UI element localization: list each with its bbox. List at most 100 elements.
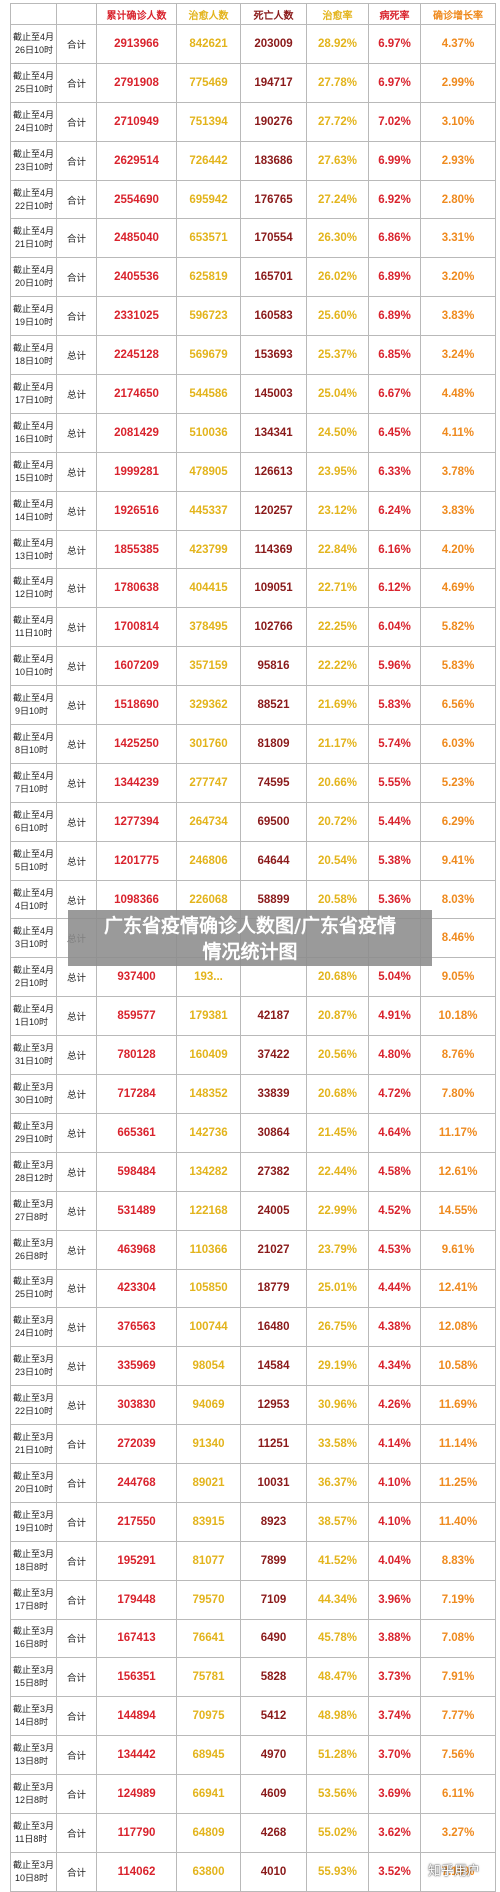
- date-cell: 截止至3月 29日10时: [10, 1112, 57, 1153]
- date-line-day: 31日10时: [15, 1056, 54, 1067]
- scope-cell: 合计: [56, 179, 97, 220]
- date-line-month: 截止至4月: [13, 770, 55, 781]
- growth-rate-cell: 3.20%: [420, 257, 496, 298]
- date-cell: 截止至4月 20日10时: [10, 257, 57, 298]
- growth-rate-cell: 7.19%: [420, 1579, 496, 1620]
- scope-cell: 合计: [56, 1657, 97, 1698]
- confirmed-cell: 195291: [96, 1540, 177, 1581]
- cure-rate-cell: 25.04%: [306, 374, 369, 414]
- cure-rate-cell: 38.57%: [306, 1501, 369, 1542]
- cured-cell: 66941: [176, 1774, 241, 1814]
- growth-rate-cell: 11.14%: [420, 1424, 496, 1464]
- scope-cell: 总计: [56, 840, 97, 881]
- growth-rate-cell: 3.78%: [420, 451, 496, 492]
- table-row: 截止至4月 15日10时 总计 1999281 478905 126613 23.95% 6.…: [10, 451, 496, 492]
- scope-cell: 总计: [56, 490, 97, 531]
- date-line-month: 截止至4月: [13, 70, 55, 81]
- cured-cell: 76641: [176, 1618, 241, 1659]
- scope-cell: 合计: [56, 1735, 97, 1776]
- overlay-title-line1: 广东省疫情确诊人数图/广东省疫情: [104, 915, 396, 937]
- growth-rate-cell: 7.77%: [420, 1696, 496, 1737]
- table-row: 截止至4月 16日10时 总计 2081429 510036 134341 24.50% 6.…: [10, 412, 496, 453]
- cure-rate-cell: 29.19%: [306, 1346, 369, 1387]
- deaths-cell: 126613: [240, 451, 307, 492]
- growth-rate-cell: 9.05%: [420, 957, 496, 998]
- death-rate-cell: 6.97%: [368, 62, 421, 103]
- cured-cell: 842621: [176, 24, 241, 64]
- date-line-month: 截止至4月: [13, 459, 55, 470]
- date-line-day: 16日8时: [15, 1639, 49, 1650]
- deaths-cell: 14584: [240, 1346, 307, 1387]
- date-line-month: 截止至4月: [13, 343, 55, 354]
- cured-cell: 695942: [176, 179, 241, 220]
- death-rate-cell: 3.70%: [368, 1735, 421, 1776]
- header-confirmed: 累计确诊人数: [96, 3, 177, 25]
- date-line-day: 13日8时: [15, 1756, 49, 1767]
- death-rate-cell: 6.12%: [368, 568, 421, 609]
- growth-rate-cell: 8.03%: [420, 879, 496, 920]
- date-line-day: 24日10时: [15, 1328, 54, 1339]
- cured-cell: 544586: [176, 374, 241, 414]
- confirmed-cell: 859577: [96, 996, 177, 1037]
- growth-rate-cell: 11.40%: [420, 1501, 496, 1542]
- table-row: 截止至3月 23日10时 总计 335969 98054 14584 29.19% 4.34%…: [10, 1346, 496, 1387]
- date-line-day: 18日8时: [15, 1561, 49, 1572]
- header-growth-rate: 确诊增长率: [420, 3, 496, 25]
- date-cell: 截止至3月 28日12时: [10, 1151, 57, 1192]
- confirmed-cell: 244768: [96, 1462, 177, 1503]
- scope-cell: 合计: [56, 1501, 97, 1542]
- cured-cell: 98054: [176, 1346, 241, 1387]
- death-rate-cell: 6.33%: [368, 451, 421, 492]
- date-cell: 截止至3月 25日10时: [10, 1268, 57, 1309]
- date-line-month: 截止至4月: [13, 304, 55, 315]
- deaths-cell: 33839: [240, 1074, 307, 1114]
- confirmed-cell: 717284: [96, 1074, 177, 1114]
- death-rate-cell: 5.44%: [368, 801, 421, 842]
- growth-rate-cell: 7.80%: [420, 1074, 496, 1114]
- date-cell: 截止至4月 4日10时: [10, 879, 57, 920]
- date-line-day: 24日10时: [15, 122, 54, 133]
- cure-rate-cell: 36.37%: [306, 1462, 369, 1503]
- growth-rate-cell: 5.83%: [420, 646, 496, 687]
- date-cell: 截止至4月 7日10时: [10, 762, 57, 803]
- deaths-cell: 114369: [240, 529, 307, 570]
- scope-cell: 合计: [56, 1812, 97, 1853]
- scope-cell: 总计: [56, 374, 97, 414]
- date-line-day: 22日10时: [15, 1406, 54, 1417]
- scope-cell: 总计: [56, 1190, 97, 1231]
- date-line-month: 截止至3月: [13, 1043, 55, 1054]
- table-row: 截止至3月 11日8时 合计 117790 64809 4268 55.02% 3.62% 3.…: [10, 1812, 496, 1853]
- cure-rate-cell: 22.25%: [306, 607, 369, 648]
- deaths-cell: 6490: [240, 1618, 307, 1659]
- growth-rate-cell: 6.11%: [420, 1774, 496, 1814]
- confirmed-cell: 272039: [96, 1424, 177, 1464]
- table-row: 截止至4月 21日10时 合计 2485040 653571 170554 26.30% 6.…: [10, 218, 496, 259]
- growth-rate-cell: 4.37%: [420, 24, 496, 64]
- cure-rate-cell: 22.22%: [306, 646, 369, 687]
- date-line-month: 截止至3月: [13, 1315, 55, 1326]
- date-cell: 截止至3月 15日8时: [10, 1657, 57, 1698]
- overlay-title-line2: 情况统计图: [202, 941, 298, 963]
- scope-cell: 总计: [56, 996, 97, 1037]
- date-cell: 截止至4月 24日10时: [10, 101, 57, 142]
- cure-rate-cell: 25.01%: [306, 1268, 369, 1309]
- cure-rate-cell: 30.96%: [306, 1385, 369, 1426]
- scope-cell: 合计: [56, 296, 97, 337]
- confirmed-cell: 134442: [96, 1735, 177, 1776]
- cured-cell: 301760: [176, 724, 241, 764]
- deaths-cell: 74595: [240, 762, 307, 803]
- cure-rate-cell: 27.78%: [306, 62, 369, 103]
- date-cell: 截止至3月 12日8时: [10, 1774, 57, 1814]
- confirmed-cell: 2174650: [96, 374, 177, 414]
- death-rate-cell: 4.38%: [368, 1307, 421, 1348]
- cured-cell: 775469: [176, 62, 241, 103]
- death-rate-cell: 4.04%: [368, 1540, 421, 1581]
- growth-rate-cell: 9.61%: [420, 1229, 496, 1270]
- death-rate-cell: 3.74%: [368, 1696, 421, 1737]
- growth-rate-cell: 5.82%: [420, 607, 496, 648]
- cured-cell: 70975: [176, 1696, 241, 1737]
- table-row: 截止至3月 14日8时 合计 144894 70975 5412 48.98% 3.74% 7.…: [10, 1696, 496, 1737]
- table-row: 截止至3月 10日8时 合计 114062 63800 4010 55.93% 3.52% 7.…: [10, 1851, 496, 1892]
- cured-cell: 445337: [176, 490, 241, 531]
- date-cell: 截止至3月 27日8时: [10, 1190, 57, 1231]
